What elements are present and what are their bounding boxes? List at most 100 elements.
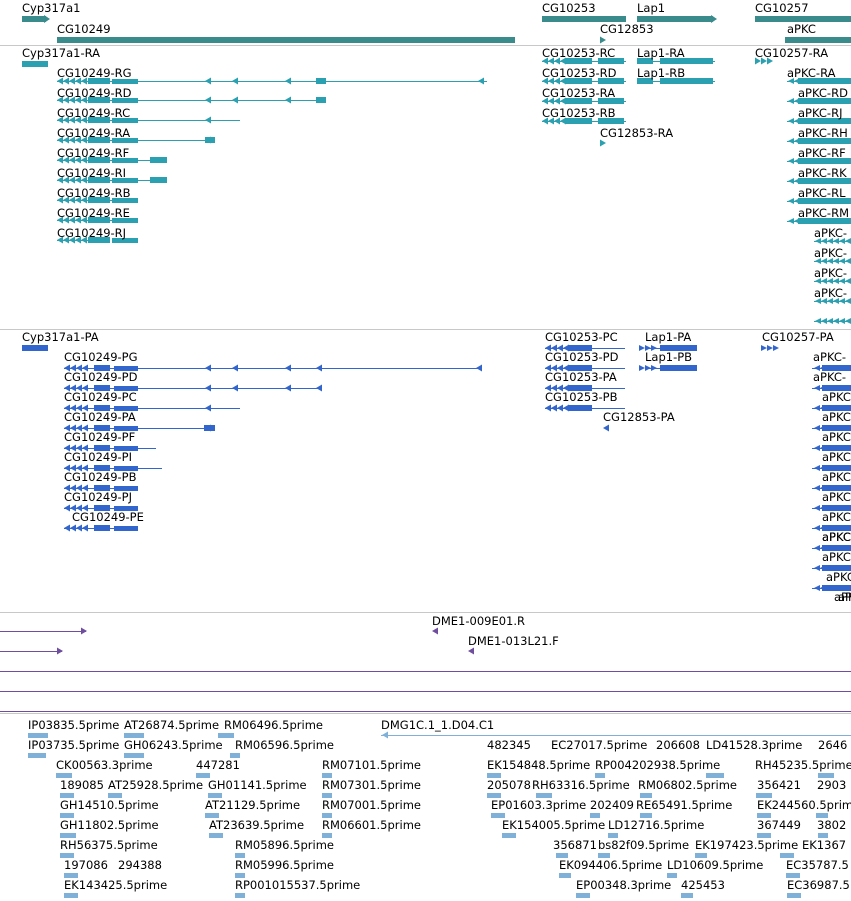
cdna-block[interactable] [124, 733, 144, 738]
cdna-block[interactable] [108, 793, 122, 798]
cds-label-apkc-28[interactable]: aPKC [822, 530, 851, 544]
cdna-label-356871-43[interactable]: 356871 [553, 838, 597, 852]
cdna-block[interactable] [322, 793, 332, 798]
mrna-exon[interactable] [598, 78, 624, 84]
cds-label-apkc-19[interactable]: aPKC- [813, 370, 847, 384]
cdna-label-ek244560-5prime-33[interactable]: EK244560.5prime [757, 798, 851, 812]
mrna-exon[interactable] [150, 177, 167, 183]
cds-label-apkc-25[interactable]: aPKC [822, 490, 851, 504]
cdna-label-367449-39[interactable]: 367449 [757, 818, 801, 832]
cdna-block[interactable] [787, 893, 801, 898]
cdna-label-ip03835-5prime-0[interactable]: IP03835.5prime [28, 718, 120, 732]
cds-exon[interactable] [94, 485, 110, 491]
cdna-label-at25928-5prime-19[interactable]: AT25928.5prime [108, 778, 204, 792]
mrna-exon[interactable] [88, 197, 110, 203]
cds-exon[interactable] [114, 386, 138, 391]
cdna-block[interactable] [487, 773, 501, 778]
cdna-block[interactable] [595, 773, 605, 778]
mrna-exon[interactable] [88, 177, 110, 183]
cdna-label-ld41528-3prime-10[interactable]: LD41528.3prime [706, 738, 803, 752]
gene-label-apkc[interactable]: aPKC [787, 22, 816, 36]
est-label-dme1-013l21-f[interactable]: DME1-013L21.F [468, 634, 559, 648]
mrna-label-cyp317a1-ra-0[interactable]: Cyp317a1-RA [22, 46, 100, 60]
cds-exon[interactable] [114, 486, 138, 491]
mrna-exon[interactable] [566, 98, 592, 104]
cds-label-cg12853-pa-14[interactable]: CG12853-PA [603, 410, 675, 424]
cdna-block[interactable] [695, 853, 707, 858]
cds-exon[interactable] [822, 585, 851, 591]
mrna-exon[interactable] [88, 78, 110, 84]
cdna-label-189085-18[interactable]: 189085 [60, 778, 104, 792]
cdna-label-re65491-5prime-32[interactable]: RE65491.5prime [636, 798, 733, 812]
cds-label-apkc-26[interactable]: aPKC [822, 510, 851, 524]
cdna-label-205078-22[interactable]: 205078 [487, 778, 531, 792]
mrna-exon[interactable] [316, 97, 326, 103]
cds-label-apkc-20[interactable]: aPKC [822, 390, 851, 404]
cdna-label-gh06243-5prime-5[interactable]: GH06243.5prime [124, 738, 223, 752]
cds-exon[interactable] [660, 365, 697, 371]
mrna-exon[interactable] [88, 97, 110, 103]
cdna-label-447281-13[interactable]: 447281 [196, 758, 240, 772]
cdna-label-rh45235-5prime-17[interactable]: RH45235.5prime [755, 758, 851, 772]
mrna-label-apkc-rl-24[interactable]: aPKC-RL [798, 186, 846, 200]
mrna-label-cg10253-rd-11[interactable]: CG10253-RD [542, 66, 617, 80]
cdna-label-ld12716-5prime-38[interactable]: LD12716.5prime [608, 818, 705, 832]
cdna-label-rh56375-5prime-41[interactable]: RH56375.5prime [60, 838, 158, 852]
cds-label-apkc-23[interactable]: aPKC [822, 450, 851, 464]
cdna-block[interactable] [196, 773, 210, 778]
cdna-block[interactable] [230, 753, 240, 758]
cdna-label-rm05996-5prime-49[interactable]: RM05996.5prime [235, 858, 334, 872]
mrna-label-cg10249-rj-9[interactable]: CG10249-RJ [57, 226, 127, 240]
cdna-block[interactable] [706, 773, 724, 778]
mrna-exon[interactable] [112, 178, 138, 183]
mrna-label-apkc-26[interactable]: aPKC- [814, 226, 848, 240]
mrna-exon[interactable] [798, 118, 851, 124]
cdna-block[interactable] [598, 853, 610, 858]
cdna-label-356421-25[interactable]: 356421 [757, 778, 801, 792]
mrna-exon[interactable] [112, 118, 138, 123]
cdna-label-rm07101-5prime-14[interactable]: RM07101.5prime [322, 758, 421, 772]
cdna-block[interactable] [757, 813, 771, 818]
cds-exon[interactable] [568, 405, 592, 411]
cdna-label-rm05896-5prime-42[interactable]: RM05896.5prime [235, 838, 334, 852]
cdna-label-425453-56[interactable]: 425453 [681, 878, 725, 892]
mrna-exon[interactable] [598, 58, 624, 64]
cdna-block[interactable] [756, 793, 772, 798]
cds-label-apkc-27[interactable]: aPKC [822, 530, 851, 544]
cds-label-apk-32[interactable]: aPK [838, 590, 851, 604]
cdna-block[interactable] [640, 793, 652, 798]
gene-label-cg10253[interactable]: CG10253 [542, 1, 596, 15]
mrna-exon[interactable] [598, 118, 624, 124]
cdna-label-rm06802-5prime-24[interactable]: RM06802.5prime [638, 778, 737, 792]
mrna-label-cg10253-rc-10[interactable]: CG10253-RC [542, 46, 616, 60]
cds-label-apkc-24[interactable]: aPKC [822, 470, 851, 484]
cdna-block[interactable] [60, 853, 74, 858]
cdna-block[interactable] [780, 853, 794, 858]
mrna-exon[interactable] [566, 78, 592, 84]
cdna-block[interactable] [60, 793, 74, 798]
cds-label-cg10249-pa-4[interactable]: CG10249-PA [64, 410, 136, 424]
cds-exon[interactable] [204, 425, 215, 431]
cdna-block[interactable] [818, 773, 834, 778]
mrna-exon[interactable] [566, 58, 592, 64]
gene-bar[interactable] [57, 37, 515, 43]
cdna-block[interactable] [576, 893, 590, 898]
cdna-block[interactable] [322, 773, 332, 778]
mrna-exon[interactable] [112, 198, 138, 203]
cdna-label-rm06596-5prime-6[interactable]: RM06596.5prime [235, 738, 334, 752]
mrna-exon[interactable] [637, 58, 653, 64]
cds-label-cg10249-pc-3[interactable]: CG10249-PC [64, 390, 137, 404]
mrna-exon[interactable] [88, 217, 110, 223]
cds-exon[interactable] [822, 365, 851, 371]
mrna-label-apkc-rf-22[interactable]: aPKC-RF [798, 146, 846, 160]
cdna-label-gh14510-5prime-27[interactable]: GH14510.5prime [60, 798, 159, 812]
mrna-exon[interactable] [88, 237, 110, 243]
cds-exon[interactable] [822, 425, 851, 431]
mrna-label-cg10249-rc-3[interactable]: CG10249-RC [57, 106, 131, 120]
cdna-label-at26874-5prime-1[interactable]: AT26874.5prime [124, 718, 220, 732]
cdna-block[interactable] [502, 833, 516, 838]
cdna-label-2646-11[interactable]: 2646 [818, 738, 848, 752]
mrna-label-apkc-28[interactable]: aPKC- [814, 266, 848, 280]
mrna-label-cg12853-ra-14[interactable]: CG12853-RA [600, 126, 674, 140]
cds-exon[interactable] [660, 345, 697, 351]
